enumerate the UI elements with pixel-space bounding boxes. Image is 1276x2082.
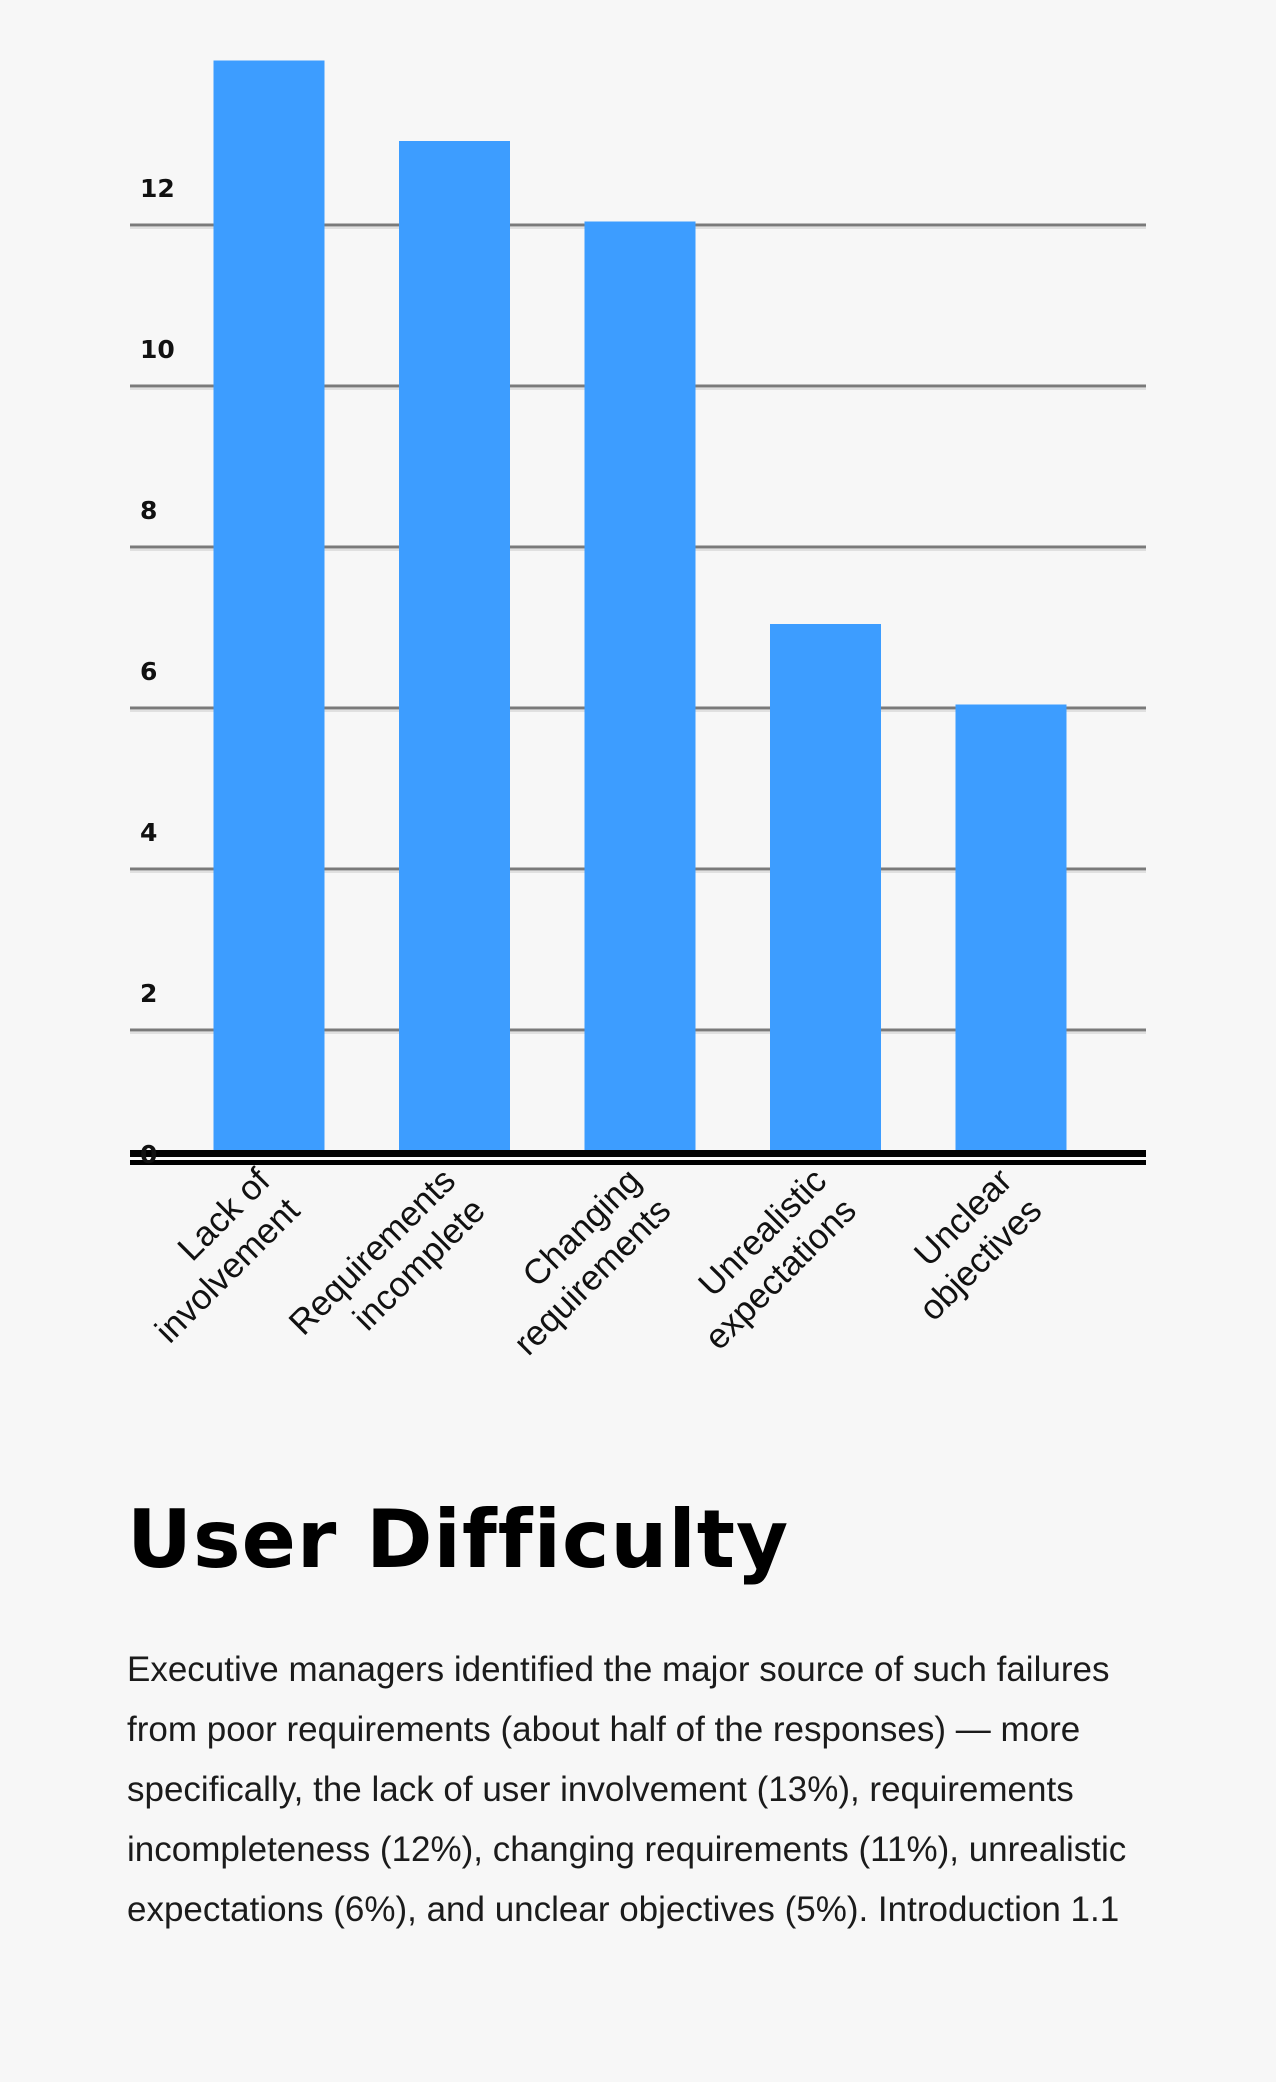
x-tick-label-0: Lack ofinvolvement <box>118 1161 308 1351</box>
x-tick-label-3: Unrealisticexpectations <box>668 1161 864 1357</box>
x-axis-line <box>130 1150 1146 1157</box>
y-tick-label-4: 4 <box>140 818 157 847</box>
y-tick-label-12: 12 <box>140 174 175 203</box>
y-tick-label-6: 6 <box>140 657 157 686</box>
bar-0 <box>213 60 325 1150</box>
bar-4 <box>955 704 1067 1150</box>
bar-chart: 0 2 4 6 8 10 12 Lack ofinvolvementRequirements… <box>118 60 1146 1372</box>
x-tick-label-2: Changingrequirements <box>477 1161 679 1363</box>
x-tick-labels: Lack ofinvolvementRequirementsincomplete… <box>118 1161 1050 1372</box>
y-tick-labels: 0 2 4 6 8 10 12 <box>140 174 175 1169</box>
x-tick-label-1: Requirementsincomplete <box>281 1161 492 1372</box>
y-tick-label-0: 0 <box>140 1140 157 1169</box>
y-tick-label-10: 10 <box>140 335 175 364</box>
x-axis <box>130 1150 1146 1165</box>
bars <box>213 60 1067 1150</box>
page-title: User Difficulty <box>127 1493 790 1586</box>
bar-2 <box>584 221 696 1150</box>
y-tick-label-8: 8 <box>140 496 157 525</box>
y-tick-label-2: 2 <box>140 979 157 1008</box>
x-axis-line-secondary <box>130 1160 1146 1165</box>
x-tick-label-4: Unclearobjectives <box>882 1161 1050 1329</box>
bar-1 <box>399 141 510 1150</box>
description-paragraph: Executive managers identified the major … <box>127 1650 1127 1929</box>
bar-3 <box>770 624 881 1150</box>
